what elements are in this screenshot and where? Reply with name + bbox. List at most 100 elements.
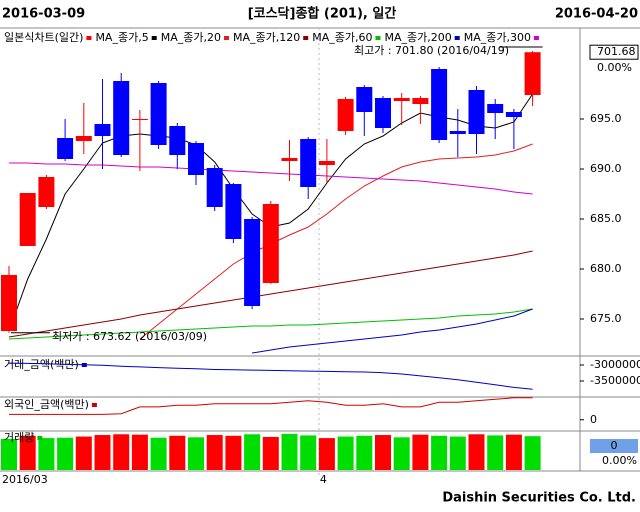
y-tick-label: 680.0: [590, 262, 622, 275]
volume-bar: [300, 435, 317, 470]
y-tick-label: 690.0: [590, 162, 622, 175]
line: [9, 397, 533, 415]
change-label: 0.00%: [597, 61, 632, 74]
legend-label: 거래_금액(백만): [4, 358, 79, 371]
volume-bar: [318, 438, 335, 470]
y-tick-label: -3000000: [590, 358, 640, 371]
line: [8, 362, 533, 390]
volume-bar: [375, 435, 391, 470]
legend-marker: [533, 36, 539, 40]
volume-bar: [412, 434, 429, 470]
candle-body: [113, 81, 130, 155]
legend-label: MA_종가,300: [464, 31, 531, 44]
volume-bar: [262, 436, 279, 470]
candle-body: [300, 139, 317, 187]
candle-body: [281, 158, 298, 161]
value-label: 0: [611, 439, 618, 452]
moving-average: [8, 308, 533, 340]
volume-bar: [188, 437, 204, 470]
legend-marker: [223, 36, 229, 40]
volume-bar: [225, 435, 242, 470]
candle-body: [356, 87, 373, 112]
candle-body: [524, 52, 541, 95]
volume-bar: [150, 437, 167, 470]
moving-average: [252, 308, 533, 354]
candle-body: [188, 143, 204, 175]
volume-bar: [244, 434, 261, 470]
candle-body: [1, 275, 17, 331]
legend-label: MA_종가,60: [312, 31, 372, 44]
candle-body: [75, 136, 92, 141]
volume-bar: [281, 433, 298, 470]
y-tick-label: 0: [590, 413, 597, 426]
volume-bar: [57, 437, 74, 470]
volume-bar: [431, 435, 448, 470]
volume-bar: [524, 436, 541, 470]
volume-bar: [468, 434, 485, 470]
legend-marker: [151, 36, 157, 40]
candle-body: [337, 99, 354, 131]
footer: Daishin Securities Co. Ltd.: [442, 491, 636, 506]
volume-bar: [206, 435, 223, 470]
volume-bar: [38, 438, 55, 470]
volume-bar: [449, 436, 466, 470]
candle-body: [131, 119, 148, 120]
legend-marker: [454, 36, 460, 40]
legend-label: MA_종가,120: [233, 31, 300, 44]
candle-body: [393, 98, 410, 101]
end-date: 2016-04-20: [555, 7, 638, 22]
last-price: 701.68: [597, 45, 636, 58]
volume-bar: [131, 434, 148, 470]
volume-bar: [19, 435, 36, 470]
volume-bar: [337, 436, 354, 470]
candle-body: [150, 83, 167, 145]
y-tick-label: 695.0: [590, 112, 622, 125]
legend-marker: [375, 36, 381, 40]
candle-body: [244, 219, 261, 306]
candle-body: [169, 126, 186, 155]
candle-body: [57, 138, 74, 159]
volume-bar: [1, 438, 17, 470]
candle-body: [38, 177, 55, 207]
x-tick-label: 2016/03: [2, 473, 48, 486]
legend-label: 일본식차트(일간): [4, 30, 83, 44]
high-annotation: 최고가 : 701.80 (2016/04/19): [354, 44, 509, 57]
volume-bar: [75, 436, 92, 470]
volume-bar: [169, 435, 186, 470]
candle-body: [318, 161, 335, 165]
candle-body: [505, 112, 522, 117]
legend-label: MA_종가,5: [95, 31, 148, 44]
candle-body: [468, 90, 485, 134]
candle-body: [262, 204, 279, 283]
y-tick-label: 675.0: [590, 312, 622, 325]
start-date: 2016-03-09: [2, 7, 85, 22]
candle-body: [375, 98, 391, 128]
legend-label: MA_종가,20: [161, 31, 221, 44]
candle-body: [487, 104, 504, 113]
y-tick-label: -3500000: [590, 374, 640, 387]
volume-bar: [356, 435, 373, 470]
moving-average: [9, 162, 533, 195]
legend-label: 외국인_금액(백만): [4, 398, 89, 411]
low-annotation: 최저가 : 673.62 (2016/03/09): [52, 330, 207, 343]
candle-body: [206, 168, 223, 207]
legend-marker: [37, 436, 43, 440]
volume-bar: [113, 434, 130, 470]
legend-label: MA_종가,200: [384, 31, 451, 44]
legend-marker: [303, 36, 309, 40]
volume-bar: [94, 435, 111, 470]
legend-marker: [91, 403, 97, 407]
candle-body: [225, 184, 242, 239]
volume-bar: [505, 434, 522, 470]
change-label: 0.00%: [602, 454, 637, 467]
x-tick-label: 4: [320, 473, 327, 486]
candle-body: [94, 124, 111, 136]
last-price-box: [589, 44, 639, 60]
candle-body: [412, 98, 429, 104]
y-tick-label: 685.0: [590, 212, 622, 225]
volume-bar: [487, 435, 504, 470]
value-box: [590, 439, 638, 453]
legend-label: 거래량: [4, 431, 34, 444]
chart-title: [코스닥]종합 (201), 일간: [248, 6, 397, 22]
